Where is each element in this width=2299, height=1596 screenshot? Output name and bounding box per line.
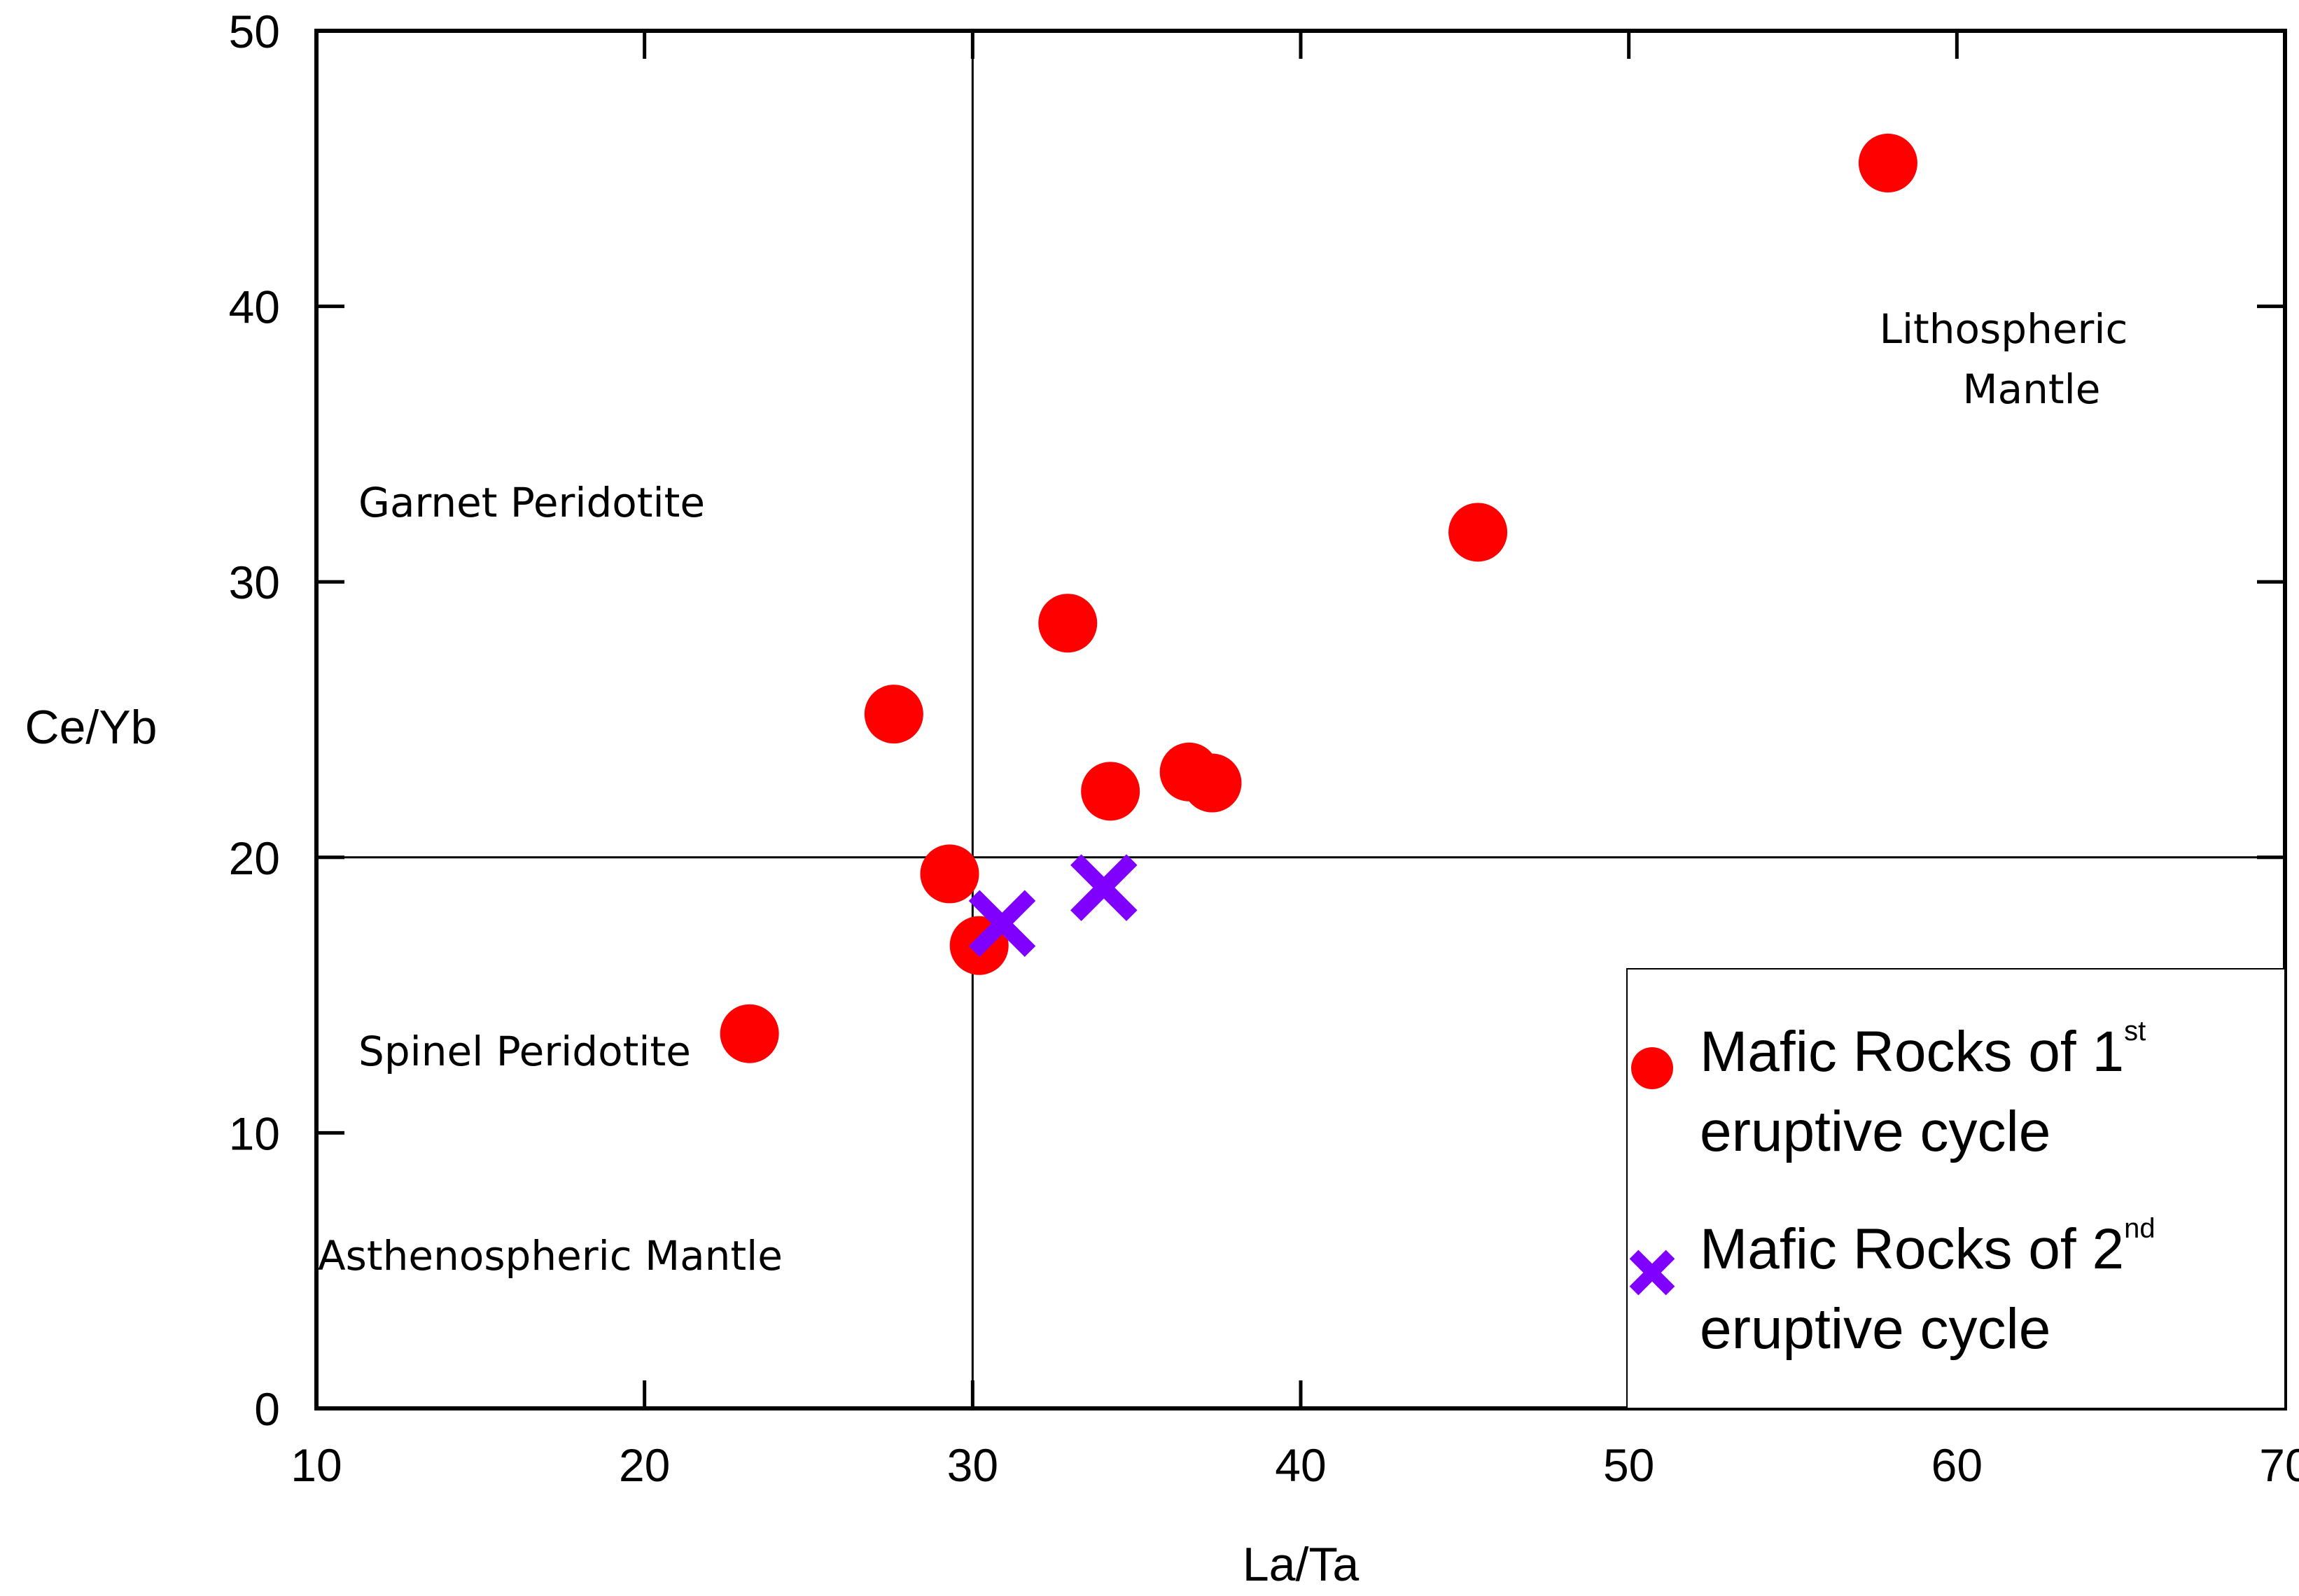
legend-entry-1-sup: st <box>2124 1016 2146 1046</box>
point-series1-10 <box>1858 133 1917 192</box>
point-series2-1 <box>968 890 1036 958</box>
point-series1-8 <box>1182 753 1242 813</box>
x-axis-title: La/Ta <box>1243 1538 1360 1591</box>
legend-entry-1-line2: eruptive cycle <box>1700 1100 2050 1163</box>
y-axis-title: Ce/Yb <box>25 701 158 754</box>
x-tick-label-60: 60 <box>1931 1439 1983 1491</box>
point-series1-1 <box>720 1004 779 1063</box>
y-tick-label-30: 30 <box>229 556 280 608</box>
y-tick-label-10: 10 <box>229 1107 280 1159</box>
x-tick-label-50: 50 <box>1603 1439 1654 1491</box>
legend-entry-2-main: Mafic Rocks of 2 <box>1700 1217 2124 1281</box>
y-tick-label-0: 0 <box>254 1383 280 1435</box>
data-points <box>720 133 1917 1063</box>
annotation-garnet-peridotite: Garnet Peridotite <box>358 479 705 526</box>
point-series1-2 <box>864 685 923 744</box>
y-tick-label-20: 20 <box>229 832 280 884</box>
point-series1-6 <box>1081 762 1140 821</box>
x-tick-label-10: 10 <box>291 1439 342 1491</box>
legend-marker-circle <box>1631 1047 1673 1089</box>
legend-entry-1-main: Mafic Rocks of 1 <box>1700 1020 2124 1084</box>
legend-marker-x <box>1629 1250 1675 1296</box>
point-series1-5 <box>1038 594 1098 653</box>
legend-entry-2-sup: nd <box>2124 1213 2155 1244</box>
legend-entry-2-line2: eruptive cycle <box>1700 1297 2050 1361</box>
annotation-lithospheric-line1: Lithospheric <box>1880 305 2128 353</box>
x-tick-label-70: 70 <box>2259 1439 2299 1491</box>
legend-box <box>1626 968 2286 1409</box>
y-tick-label-50: 50 <box>229 6 280 57</box>
x-tick-label-30: 30 <box>947 1439 998 1491</box>
y-tick-label-40: 40 <box>229 281 280 333</box>
legend: Mafic Rocks of 1st eruptive cycle Mafic … <box>1629 1016 2155 1361</box>
annotation-lithospheric-line2: Mantle <box>1963 365 2101 413</box>
legend-entry-1-line1: Mafic Rocks of 1st <box>1700 1016 2146 1084</box>
annotation-spinel-peridotite: Spinel Peridotite <box>358 1028 691 1075</box>
point-series2-2 <box>1070 854 1138 921</box>
point-series1-3 <box>920 844 979 904</box>
x-tick-label-40: 40 <box>1275 1439 1326 1491</box>
legend-entry-2-line1: Mafic Rocks of 2nd <box>1700 1213 2155 1281</box>
annotation-asthenospheric-mantle: Asthenospheric Mantle <box>318 1232 783 1280</box>
legend-box-layer <box>1626 968 2286 1409</box>
point-series1-9 <box>1448 503 1508 562</box>
x-tick-label-20: 20 <box>619 1439 670 1491</box>
region-dividers <box>316 31 2285 1408</box>
